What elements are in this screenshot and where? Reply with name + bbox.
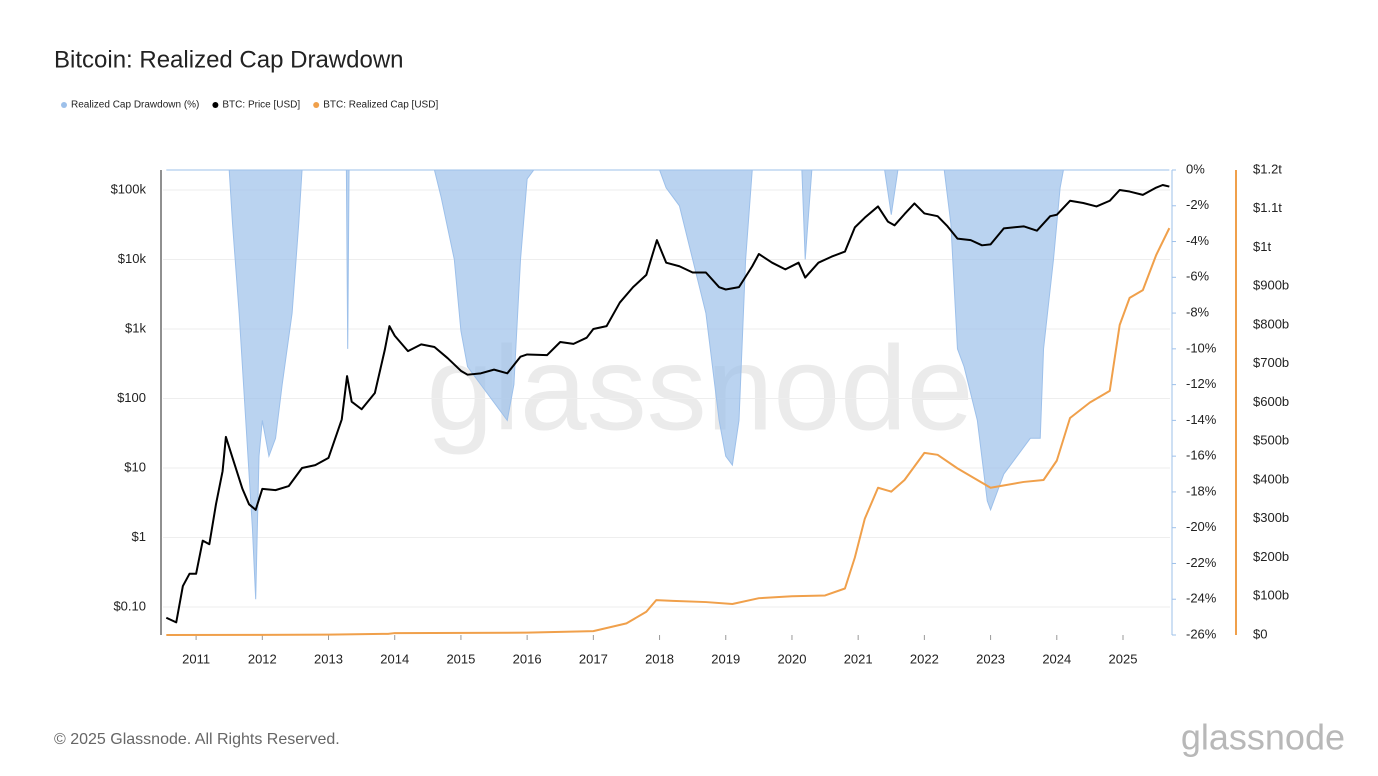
y2-tick-label: -22% bbox=[1186, 555, 1217, 570]
x-tick-label: 2023 bbox=[976, 651, 1005, 666]
x-tick-label: 2020 bbox=[778, 651, 807, 666]
y-tick-label: $10 bbox=[124, 459, 146, 474]
x-tick-label: 2024 bbox=[1042, 651, 1071, 666]
y2-tick-label: -10% bbox=[1186, 340, 1217, 355]
drawdown-area bbox=[166, 169, 1170, 600]
y3-tick-label: $1.1t bbox=[1253, 200, 1282, 215]
y-tick-label: $10k bbox=[118, 251, 147, 266]
y3-tick-label: $800b bbox=[1253, 316, 1289, 331]
x-tick-label: 2014 bbox=[380, 651, 409, 666]
y2-tick-label: -16% bbox=[1186, 448, 1217, 463]
y3-tick-label: $100b bbox=[1253, 588, 1289, 603]
y3-tick-label: $400b bbox=[1253, 471, 1289, 486]
y2-tick-label: -4% bbox=[1186, 233, 1210, 248]
x-tick-label: 2013 bbox=[314, 651, 343, 666]
x-tick-label: 2025 bbox=[1109, 651, 1138, 666]
chart-title: Bitcoin: Realized Cap Drawdown bbox=[54, 46, 404, 73]
legend-marker bbox=[313, 102, 320, 108]
copyright: © 2025 Glassnode. All Rights Reserved. bbox=[54, 731, 340, 748]
x-tick-label: 2022 bbox=[910, 651, 939, 666]
y2-tick-label: -6% bbox=[1186, 269, 1210, 284]
legend-label: BTC: Realized Cap [USD] bbox=[323, 100, 438, 111]
y3-tick-label: $1t bbox=[1253, 239, 1271, 254]
y3-tick-label: $500b bbox=[1253, 433, 1289, 448]
x-tick-label: 2019 bbox=[711, 651, 740, 666]
y3-tick-label: $900b bbox=[1253, 278, 1289, 293]
y-tick-label: $100 bbox=[117, 390, 146, 405]
x-tick-label: 2016 bbox=[513, 651, 542, 666]
y-tick-label: $100k bbox=[111, 181, 147, 196]
x-tick-label: 2012 bbox=[248, 651, 277, 666]
watermark: glassnode bbox=[426, 322, 973, 456]
y3-tick-label: $300b bbox=[1253, 510, 1289, 525]
legend-marker bbox=[212, 102, 219, 108]
y3-tick-label: $0 bbox=[1253, 626, 1267, 641]
y2-tick-label: -2% bbox=[1186, 197, 1210, 212]
x-tick-label: 2017 bbox=[579, 651, 608, 666]
y2-tick-label: -20% bbox=[1186, 519, 1217, 534]
y2-tick-label: -14% bbox=[1186, 412, 1217, 427]
x-tick-label: 2015 bbox=[446, 651, 475, 666]
y3-tick-label: $700b bbox=[1253, 355, 1289, 370]
y2-tick-label: -18% bbox=[1186, 483, 1217, 498]
legend-marker bbox=[61, 102, 67, 108]
y3-tick-label: $1.2t bbox=[1253, 161, 1282, 176]
y3-tick-label: $200b bbox=[1253, 549, 1289, 564]
y3-tick-label: $600b bbox=[1253, 394, 1289, 409]
y2-tick-label: -26% bbox=[1186, 626, 1217, 641]
y2-tick-label: -12% bbox=[1186, 376, 1217, 391]
legend-label: BTC: Price [USD] bbox=[222, 100, 300, 111]
y-tick-label: $1k bbox=[125, 320, 146, 335]
y2-tick-label: 0% bbox=[1186, 161, 1205, 176]
series-line bbox=[165, 184, 1170, 624]
y-tick-label: $0.10 bbox=[113, 598, 146, 613]
y-tick-label: $1 bbox=[132, 529, 146, 544]
y2-tick-label: -8% bbox=[1186, 305, 1210, 320]
legend-label: Realized Cap Drawdown (%) bbox=[71, 100, 199, 111]
x-tick-label: 2011 bbox=[182, 651, 210, 666]
x-tick-label: 2021 bbox=[844, 651, 873, 666]
series-line bbox=[166, 227, 1171, 636]
x-tick-label: 2018 bbox=[645, 651, 674, 666]
y2-tick-label: -24% bbox=[1186, 591, 1217, 606]
logo: glassnode bbox=[1181, 717, 1345, 758]
